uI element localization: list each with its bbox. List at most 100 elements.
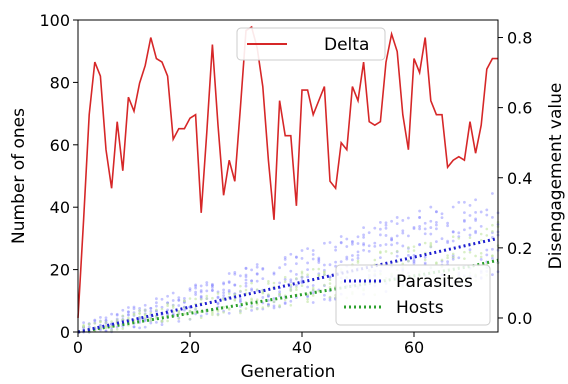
parasite-point — [317, 258, 321, 261]
host-point — [272, 281, 276, 285]
parasite-point — [423, 232, 427, 236]
host-point — [474, 254, 477, 258]
parasite-point — [177, 304, 181, 307]
host-point — [407, 259, 410, 263]
parasite-point — [435, 223, 438, 227]
host-point — [407, 250, 410, 253]
host-point — [87, 323, 91, 326]
parasite-point — [395, 216, 399, 219]
parasite-point — [412, 260, 416, 263]
parasite-point — [457, 200, 461, 204]
parasite-point — [227, 289, 231, 292]
series-layer — [77, 25, 499, 334]
host-point — [255, 307, 259, 311]
parasite-point — [390, 238, 393, 241]
parasite-point — [222, 281, 226, 285]
host-point — [451, 252, 455, 256]
host-point — [211, 313, 214, 317]
parasite-point — [468, 248, 472, 252]
parasite-point — [446, 221, 449, 225]
parasite-point — [115, 313, 119, 317]
host-point — [110, 325, 113, 328]
host-point — [171, 304, 175, 308]
host-point — [261, 291, 265, 295]
host-point — [239, 284, 242, 288]
host-point — [317, 267, 321, 271]
host-point — [244, 288, 248, 292]
parasite-point — [384, 221, 388, 225]
parasite-point — [395, 241, 399, 245]
host-point — [272, 300, 276, 304]
legend-delta-box — [236, 27, 386, 61]
host-point — [379, 251, 382, 255]
parasite-point — [227, 272, 231, 275]
parasite-point — [171, 299, 175, 302]
parasites-mean-line — [77, 236, 499, 334]
parasite-point — [356, 235, 360, 239]
host-point — [278, 305, 281, 308]
parasite-point — [121, 308, 125, 312]
host-point — [278, 292, 281, 296]
y2-tick-label: 0.2 — [507, 239, 532, 258]
host-point — [183, 299, 186, 303]
parasite-point — [474, 210, 477, 214]
host-point — [283, 280, 287, 283]
y2-tick-label: 0.6 — [507, 99, 532, 118]
host-point — [149, 319, 153, 323]
host-point — [138, 309, 141, 312]
host-point — [110, 320, 113, 323]
parasite-point — [149, 306, 153, 310]
parasite-point — [412, 256, 416, 260]
parasite-point — [407, 216, 410, 220]
parasite-point — [183, 308, 186, 312]
host-point — [132, 312, 136, 316]
parasite-point — [328, 263, 332, 267]
parasite-point — [99, 315, 102, 319]
host-point — [233, 293, 237, 296]
parasite-point — [267, 295, 270, 298]
parasite-point — [216, 301, 220, 305]
host-point — [311, 267, 315, 271]
parasite-point — [323, 293, 326, 297]
parasite-point — [491, 273, 494, 277]
parasite-point — [233, 272, 237, 276]
parasite-point — [272, 271, 276, 275]
parasite-point — [457, 231, 461, 235]
parasite-point — [468, 233, 472, 237]
parasite-point — [435, 227, 438, 231]
host-point — [267, 282, 270, 285]
host-point — [491, 230, 494, 233]
host-point — [143, 309, 147, 312]
x-tick-label: 0 — [73, 338, 83, 357]
parasite-point — [143, 303, 147, 307]
parasite-point — [468, 203, 472, 207]
host-point — [407, 246, 410, 249]
y-tick-label: 80 — [50, 73, 70, 92]
legend-delta-label: Delta — [324, 35, 369, 55]
y2-tick-label: 0.4 — [507, 169, 532, 188]
host-point — [328, 285, 332, 289]
parasite-point — [463, 219, 466, 223]
parasite-point — [306, 261, 309, 265]
host-point — [328, 295, 332, 299]
parasite-point — [205, 289, 209, 293]
parasite-point — [379, 233, 382, 237]
parasite-point — [418, 209, 421, 213]
parasite-point — [244, 275, 248, 279]
parasite-point — [339, 240, 343, 244]
parasite-point — [250, 288, 254, 292]
parasite-point — [199, 294, 203, 298]
host-point — [311, 294, 315, 297]
host-point — [143, 316, 147, 319]
parasite-point — [373, 241, 377, 245]
parasite-point — [474, 219, 477, 222]
parasite-point — [345, 257, 349, 261]
host-point — [177, 310, 181, 314]
parasite-point — [194, 290, 198, 294]
parasite-point — [160, 305, 164, 309]
parasite-point — [485, 208, 489, 212]
parasite-point — [171, 312, 175, 316]
parasite-point — [272, 306, 276, 310]
host-point — [115, 327, 119, 331]
